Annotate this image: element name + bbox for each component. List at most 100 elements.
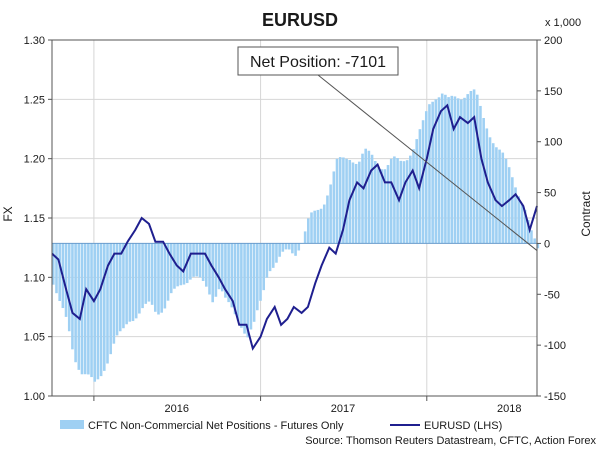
- cftc-bar: [250, 243, 253, 329]
- cftc-bar: [352, 162, 355, 243]
- cftc-bar: [68, 243, 71, 331]
- cftc-bar: [202, 243, 205, 281]
- y2-tick-label-7: 200: [544, 35, 562, 47]
- cftc-bar: [473, 89, 476, 243]
- cftc-bar: [100, 243, 103, 376]
- cftc-bar: [278, 243, 281, 256]
- cftc-bar: [208, 243, 211, 294]
- y2-tick-label-6: 150: [544, 86, 562, 98]
- cftc-bar: [339, 157, 342, 243]
- cftc-bar: [65, 243, 68, 316]
- cftc-bar: [87, 243, 90, 374]
- cftc-bar: [412, 149, 415, 243]
- cftc-bar: [199, 243, 202, 277]
- cftc-bar: [246, 243, 249, 337]
- cftc-bar: [470, 91, 473, 243]
- cftc-bar: [138, 243, 141, 313]
- cftc-bar: [406, 160, 409, 243]
- cftc-bar: [164, 243, 167, 308]
- cftc-bar: [387, 165, 390, 243]
- cftc-bar: [74, 243, 77, 362]
- y-tick-label-1: 1.05: [24, 332, 45, 344]
- cftc-bar: [329, 184, 332, 243]
- cftc-bar: [294, 243, 297, 255]
- cftc-bar: [533, 238, 536, 243]
- cftc-bar: [444, 95, 447, 244]
- y2-tick-label-5: 100: [544, 137, 562, 149]
- y-tick-label-5: 1.25: [24, 94, 45, 106]
- cftc-bar: [508, 167, 511, 243]
- cftc-bar: [403, 161, 406, 243]
- annotation-text: Net Position: -7101: [250, 54, 386, 71]
- y2-unit-label: x 1,000: [545, 17, 581, 29]
- legend-swatch-bars: [60, 420, 84, 429]
- cftc-bar: [160, 243, 163, 312]
- cftc-bar: [173, 243, 176, 288]
- cftc-bar: [256, 243, 259, 310]
- cftc-bar: [361, 154, 364, 244]
- cftc-bar: [55, 243, 58, 293]
- cftc-bar: [297, 243, 300, 250]
- cftc-bar: [486, 128, 489, 243]
- y2-tick-label-2: -50: [544, 289, 560, 301]
- cftc-bar: [285, 243, 288, 249]
- cftc-bar: [374, 161, 377, 243]
- cftc-bar: [511, 177, 514, 243]
- cftc-bar: [259, 243, 262, 300]
- y2-tick-label-4: 50: [544, 188, 556, 200]
- cftc-bar: [530, 230, 533, 243]
- cftc-bar: [192, 243, 195, 276]
- cftc-bar: [441, 94, 444, 244]
- legend-label-bars: CFTC Non-Commercial Net Positions - Futu…: [88, 420, 344, 432]
- cftc-bar: [148, 243, 151, 301]
- cftc-bar: [333, 171, 336, 243]
- cftc-bar: [323, 205, 326, 244]
- cftc-bar: [183, 243, 186, 284]
- cftc-bar: [409, 156, 412, 244]
- cftc-bar: [262, 243, 265, 290]
- cftc-bar: [495, 147, 498, 243]
- cftc-bar: [431, 102, 434, 244]
- cftc-bar: [151, 243, 154, 304]
- y2-axis-label: Contract: [579, 191, 593, 237]
- cftc-bar: [266, 243, 269, 277]
- cftc-bar: [240, 243, 243, 327]
- cftc-bar: [195, 243, 198, 276]
- legend: CFTC Non-Commercial Net Positions - Futu…: [60, 420, 502, 432]
- cftc-bar: [272, 243, 275, 267]
- cftc-bar: [90, 243, 93, 377]
- cftc-bar: [84, 243, 87, 374]
- cftc-bar: [313, 211, 316, 244]
- cftc-bar: [237, 243, 240, 321]
- cftc-bar: [317, 210, 320, 243]
- cftc-bar: [58, 243, 61, 301]
- cftc-bar: [358, 162, 361, 244]
- cftc-bar: [157, 243, 160, 314]
- cftc-bar: [205, 243, 208, 286]
- cftc-bar: [125, 243, 128, 324]
- cftc-bar: [180, 243, 183, 285]
- cftc-bar: [116, 243, 119, 335]
- cftc-bar: [78, 243, 81, 369]
- cftc-bar: [132, 243, 135, 321]
- y-tick-label-4: 1.20: [24, 154, 45, 166]
- cftc-bar: [310, 212, 313, 243]
- cftc-bar: [282, 243, 285, 251]
- cftc-bar: [218, 243, 221, 289]
- cftc-bar: [122, 243, 125, 328]
- cftc-bar: [498, 150, 501, 244]
- cftc-bar: [291, 243, 294, 253]
- cftc-bar: [189, 243, 192, 279]
- cftc-bar: [447, 97, 450, 243]
- cftc-bar: [393, 156, 396, 243]
- cftc-bar: [399, 161, 402, 244]
- cftc-bar: [368, 151, 371, 244]
- cftc-bar: [269, 243, 272, 271]
- source-note: Source: Thomson Reuters Datastream, CFTC…: [305, 435, 596, 447]
- cftc-bar: [106, 243, 109, 363]
- cftc-bar: [460, 100, 463, 244]
- cftc-bar: [307, 218, 310, 243]
- cftc-bar: [326, 195, 329, 243]
- cftc-bar: [211, 243, 214, 302]
